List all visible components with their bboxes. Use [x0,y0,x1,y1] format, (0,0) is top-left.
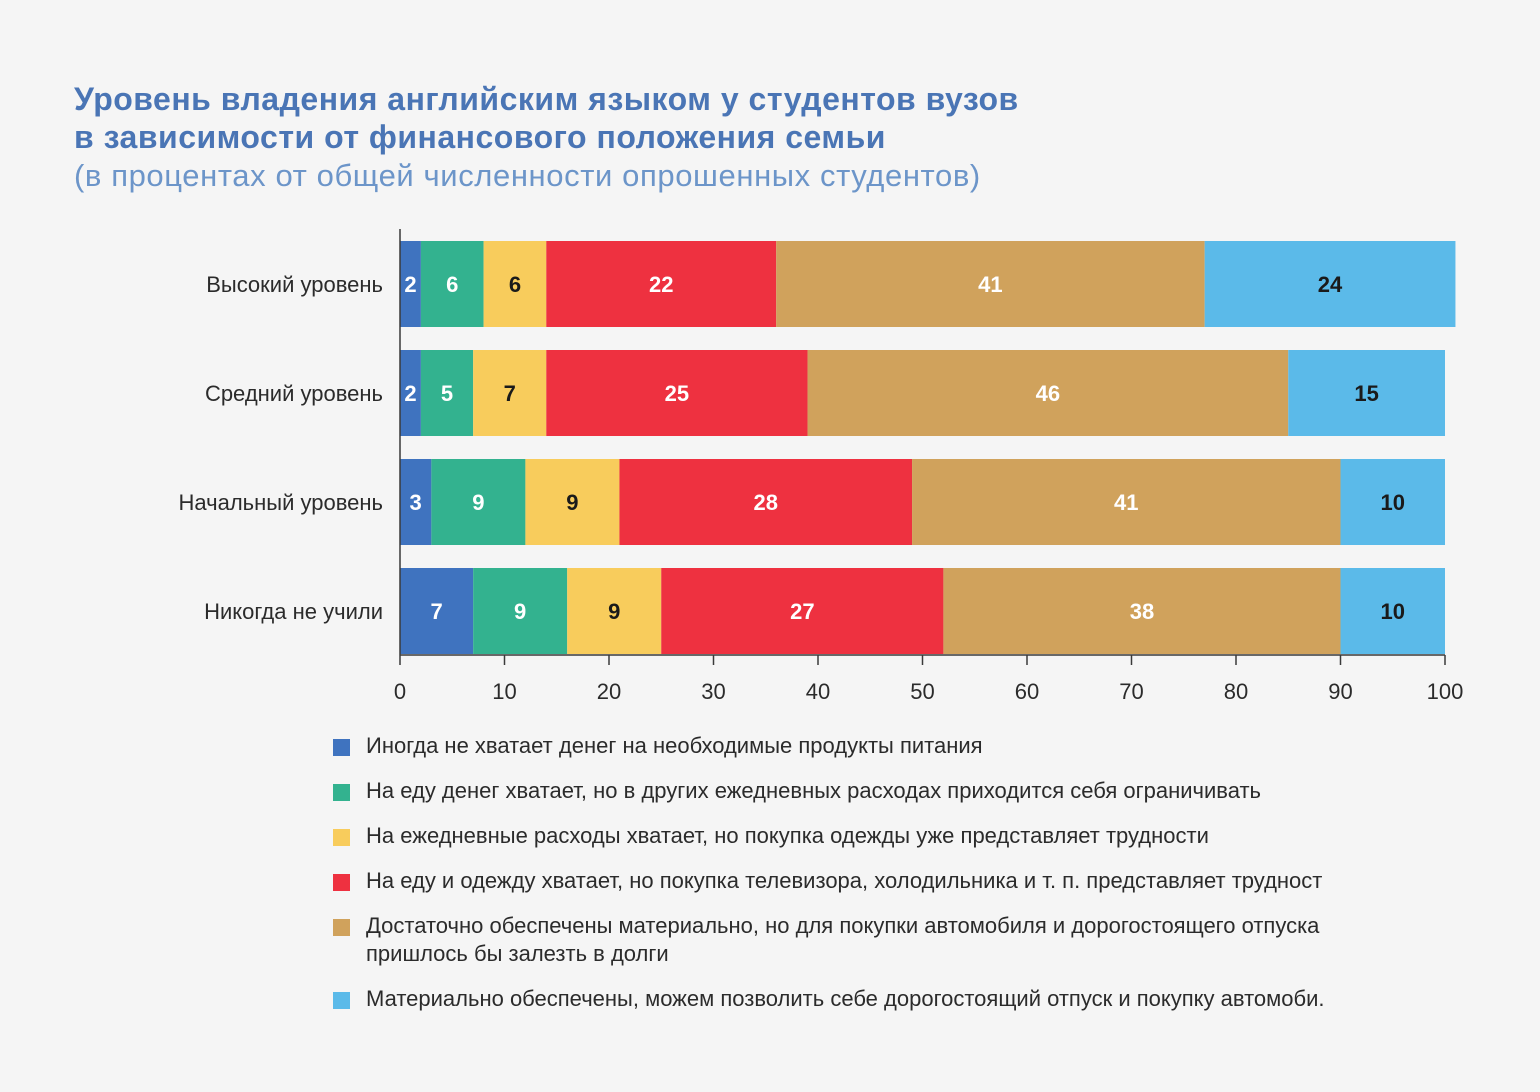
bar-segment-0-2 [483,241,547,327]
legend-label-0: Иногда не хватает денег на необходимые п… [366,733,983,758]
bar-segment-0-0 [400,241,421,327]
bar-segment-2-3 [619,459,913,545]
data-label-2-0: 3 [410,490,422,515]
data-label-0-4: 41 [978,272,1002,297]
chart-title-line-1: Уровень владения английским языком у сту… [74,81,1019,117]
data-label-0-2: 6 [509,272,521,297]
bar-segment-1-1 [420,350,474,436]
data-label-2-5: 10 [1381,490,1405,515]
data-label-3-2: 9 [608,599,620,624]
bar-segment-0-3 [546,241,777,327]
chart-subtitle: (в процентах от общей численности опроше… [74,158,981,193]
data-label-2-3: 28 [754,490,778,515]
data-label-3-5: 10 [1381,599,1405,624]
x-tick-label-5: 50 [910,679,934,704]
x-tick-label-2: 20 [597,679,621,704]
chart-title-line-2: в зависимости от финансового положения с… [74,119,886,155]
data-label-1-2: 7 [504,381,516,406]
bar-segment-3-2 [567,568,662,654]
bar-segment-1-0 [400,350,421,436]
legend-label-1: На еду денег хватает, но в других ежедне… [366,778,1262,803]
bar-segment-1-4 [807,350,1289,436]
x-tick-label-9: 90 [1328,679,1352,704]
data-label-1-0: 2 [404,381,416,406]
bar-segment-1-2 [473,350,547,436]
x-tick-label-10: 100 [1427,679,1464,704]
data-label-1-5: 15 [1354,381,1378,406]
x-tick-label-7: 70 [1119,679,1143,704]
bar-segment-1-5 [1288,350,1445,436]
bar-segment-2-4 [912,459,1341,545]
category-label-0: Высокий уровень [206,272,383,297]
legend-swatch-5 [333,992,350,1009]
legend-swatch-0 [333,739,350,756]
legend-item-5: Материально обеспечены, можем позволить … [333,985,1533,1013]
x-tick-label-1: 10 [492,679,516,704]
legend-item-4: Достаточно обеспечены материально, но дл… [333,912,1533,968]
legend-swatch-2 [333,829,350,846]
bar-segment-2-5 [1340,459,1445,545]
bar-segment-3-4 [943,568,1341,654]
data-label-3-0: 7 [430,599,442,624]
legend-item-3: На еду и одежду хватает, но покупка теле… [333,867,1533,895]
legend-label-2: На ежедневные расходы хватает, но покупк… [366,823,1209,848]
bar-segment-1-3 [546,350,808,436]
bar-segment-3-5 [1340,568,1445,654]
data-label-0-3: 22 [649,272,673,297]
bar-segment-0-1 [420,241,484,327]
data-label-3-4: 38 [1130,599,1154,624]
x-tick-label-0: 0 [394,679,406,704]
data-label-0-1: 6 [446,272,458,297]
bar-segment-0-4 [776,241,1205,327]
category-label-1: Средний уровень [205,381,383,406]
legend-item-1: На еду денег хватает, но в других ежедне… [333,777,1533,805]
bar-segment-2-1 [431,459,526,545]
x-tick-label-6: 60 [1015,679,1039,704]
legend-item-0: Иногда не хватает денег на необходимые п… [333,732,1533,760]
data-label-2-2: 9 [566,490,578,515]
bar-segment-2-2 [525,459,620,545]
x-tick-label-8: 80 [1224,679,1248,704]
legend-item-2: На ежедневные расходы хватает, но покупк… [333,822,1533,850]
category-label-2: Начальный уровень [178,490,383,515]
data-label-1-1: 5 [441,381,453,406]
bar-segment-3-1 [473,568,568,654]
x-tick-label-3: 30 [701,679,725,704]
data-label-1-3: 25 [665,381,689,406]
data-label-3-1: 9 [514,599,526,624]
data-label-1-4: 46 [1036,381,1060,406]
data-label-2-1: 9 [472,490,484,515]
x-tick-label-4: 40 [806,679,830,704]
data-label-0-5: 24 [1318,272,1343,297]
bar-segment-0-5 [1204,241,1456,327]
chart-legend: Иногда не хватает денег на необходимые п… [333,732,1533,1030]
legend-swatch-3 [333,874,350,891]
legend-swatch-4 [333,919,350,936]
data-label-3-3: 27 [790,599,814,624]
category-label-3: Никогда не учили [204,599,383,624]
legend-label-3: На еду и одежду хватает, но покупка теле… [366,868,1323,893]
chart-title-block: Уровень владения английским языком у сту… [74,80,1374,196]
data-label-0-0: 2 [404,272,416,297]
legend-swatch-1 [333,784,350,801]
legend-label-4: Достаточно обеспечены материально, но дл… [366,913,1320,966]
legend-label-5: Материально обеспечены, можем позволить … [366,986,1325,1011]
bar-segment-2-0 [400,459,432,545]
bar-segment-3-3 [661,568,944,654]
data-label-2-4: 41 [1114,490,1138,515]
bar-segment-3-0 [400,568,474,654]
